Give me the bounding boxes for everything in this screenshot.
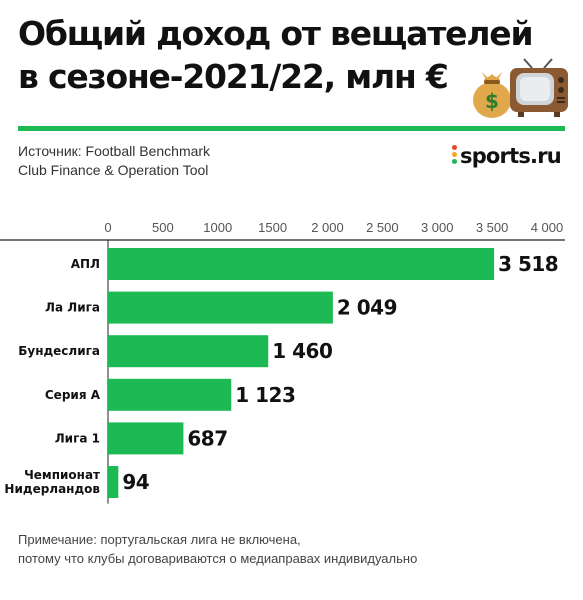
data-label: 1 460 [272,339,332,363]
tv-icon [510,58,568,117]
bar [108,335,269,368]
title-illustration: $ [470,58,570,120]
bar [108,248,495,280]
bar [108,291,333,324]
category-label: Бундеслига [18,344,100,358]
x-tick-label: 1000 [203,220,232,235]
data-label: 3 518 [498,252,558,276]
x-tick-label: 0 [104,220,111,235]
source-line-2: Club Finance & Operation Tool [18,162,209,178]
chart-title-line-2: в сезоне-2021/22, млн € [18,57,449,96]
money-bag-icon: $ [473,72,511,118]
x-tick-label: 500 [152,220,174,235]
logo-dots-icon [452,145,458,167]
data-label: 687 [187,426,227,450]
bar-chart: 0 500 1000 1500 2 000 2 500 3 000 3 500 4 000 3 5… [0,220,565,504]
chart-title-line-1: Общий доход от вещателей [18,14,534,53]
logo-text: sports.ru [460,144,562,168]
source-credit: Источник: Football Benchmark Club Financ… [18,142,210,180]
sports-ru-logo: sports.ru [452,144,562,168]
chart-title: Общий доход от вещателей в сезоне-2021/2… [18,12,534,98]
x-tick-label: 3 500 [476,220,509,235]
bar [108,422,184,455]
data-label: 94 [122,470,149,494]
x-tick-label: 4 000 [531,220,564,235]
data-label: 2 049 [337,296,397,320]
category-label: Чемпионат [24,468,100,482]
source-line-1: Источник: Football Benchmark [18,143,211,159]
bar [108,466,119,498]
category-label: Серия А [45,388,101,402]
x-tick-label: 2 000 [311,220,344,235]
header-divider [18,126,565,131]
x-tick-label: 2 500 [366,220,399,235]
footnote-line-1: Примечание: португальская лига не включе… [18,532,301,547]
footnote-line-2: потому что клубы договариваются о медиап… [18,551,418,566]
category-label: Ла Лига [45,301,100,315]
category-label: Лига 1 [55,431,100,445]
x-tick-label: 1500 [258,220,287,235]
category-label: АПЛ [71,257,100,271]
x-tick-label: 3 000 [421,220,454,235]
category-label: Нидерландов [4,482,100,496]
footnote: Примечание: португальская лига не включе… [18,530,417,568]
data-label: 1 123 [235,383,295,407]
svg-text:$: $ [485,89,499,113]
bar [108,378,232,411]
